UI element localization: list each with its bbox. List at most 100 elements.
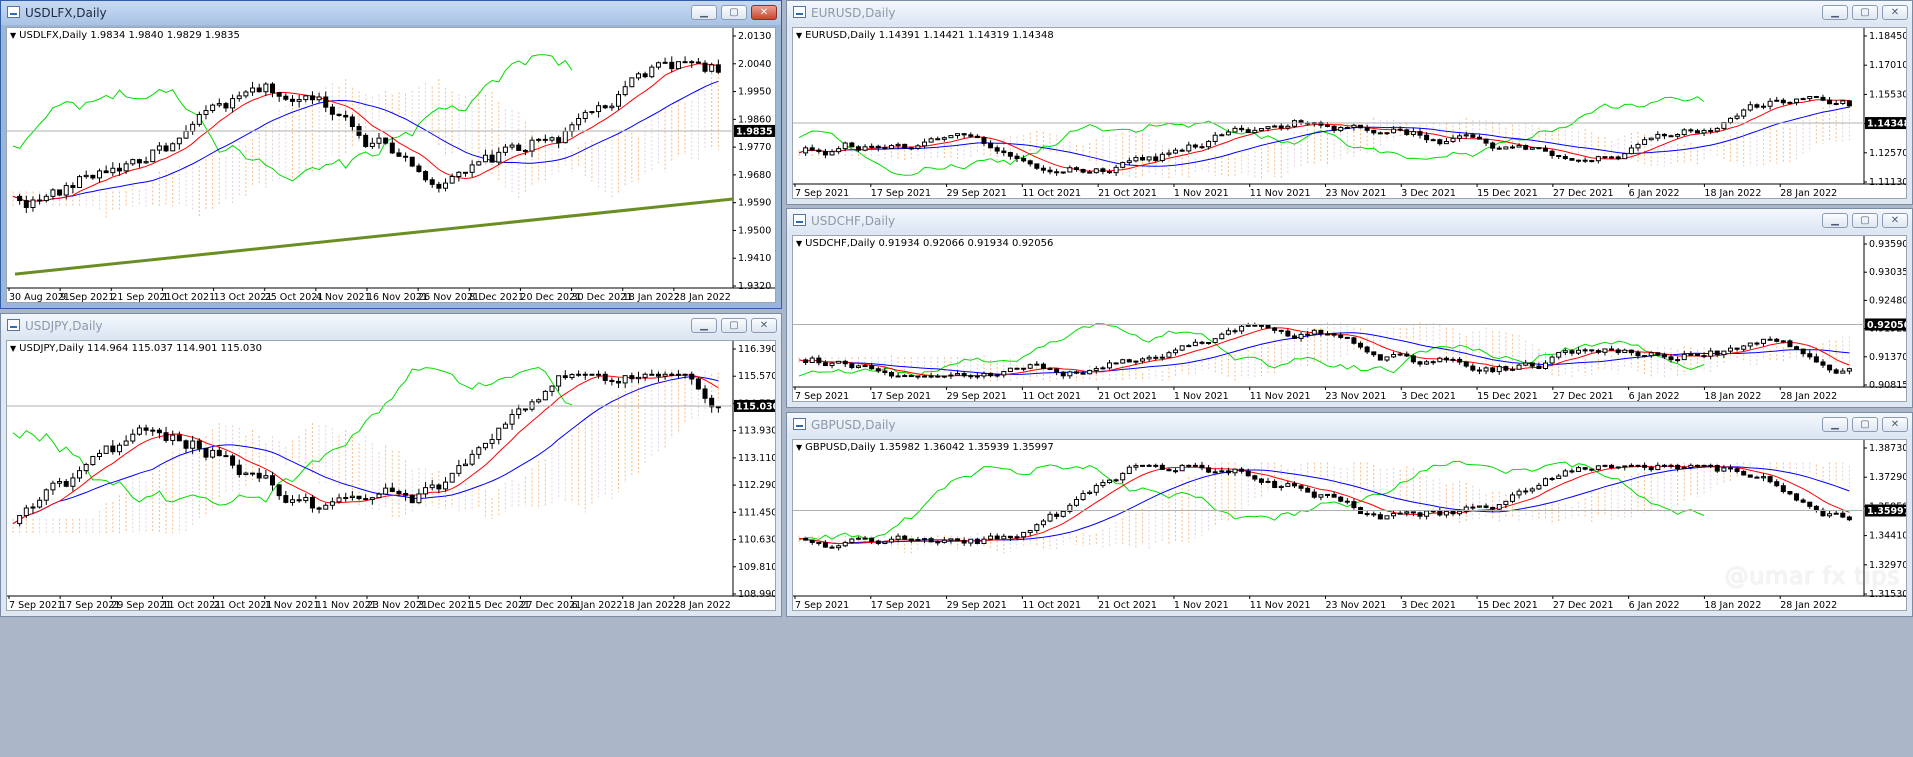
collapse-triangle-icon[interactable]: ▼ [796, 239, 803, 248]
date-label: 17 Sep 2021 [871, 391, 931, 402]
price-chart[interactable]: 1.387301.372901.358501.344101.329701.315… [793, 440, 1907, 611]
chart-window-gbpusd[interactable]: GBPUSD,Daily ▁ ▢ ✕ 1.387301.372901.35850… [786, 412, 1913, 617]
chart-window-usdlfx[interactable]: USDLFX,Daily ▁ ▢ ✕ 2.0130 2.0040 1.9950 1.9… [0, 0, 782, 309]
chart-window-icon [793, 214, 806, 226]
chikou-span-line [798, 460, 1705, 541]
date-label: 15 Dec 2021 [1477, 188, 1538, 199]
date-label: 3 Dec 2021 [1401, 600, 1456, 611]
chart-plot-area[interactable]: 0.935900.930350.924800.919250.913700.908… [792, 235, 1907, 402]
window-title: EURUSD,Daily [811, 6, 896, 20]
candles [803, 322, 1852, 380]
chikou-span-line [12, 366, 573, 506]
price-label: 116.390 [738, 344, 776, 355]
date-label: 29 Sep 2021 [947, 391, 1007, 402]
price-label: 1.9500 [738, 225, 771, 236]
date-label: 6 Jan 2022 [1629, 600, 1680, 611]
close-button[interactable]: ✕ [751, 5, 777, 20]
price-label: 0.92480 [1869, 295, 1907, 306]
date-label: 23 Nov 2021 [1326, 600, 1387, 611]
collapse-triangle-icon[interactable]: ▼ [796, 443, 803, 452]
minimize-button[interactable]: ▁ [1822, 417, 1848, 432]
date-label: 7 Sep 2021 [795, 188, 849, 199]
ichimoku-cloud [798, 98, 1850, 179]
window-title: USDLFX,Daily [25, 6, 107, 20]
maximize-button[interactable]: ▢ [1852, 213, 1878, 228]
collapse-triangle-icon[interactable]: ▼ [10, 31, 17, 40]
close-button[interactable]: ✕ [1882, 417, 1908, 432]
maximize-icon: ▢ [729, 6, 739, 18]
chart-plot-area[interactable]: 1.184501.170101.155301.140901.125701.111… [792, 27, 1907, 199]
close-button[interactable]: ✕ [1882, 5, 1908, 20]
date-label: 3 Dec 2021 [1401, 188, 1456, 199]
chart-plot-area[interactable]: 116.390115.570114.750113.930113.110112.2… [6, 340, 776, 611]
date-label: 18 Jan 2022 [1704, 391, 1761, 402]
current-price-label: 1.9835 [736, 126, 773, 137]
window-titlebar[interactable]: USDJPY,Daily ▁ ▢ ✕ [1, 314, 781, 338]
symbol-header-text: USDLFX,Daily 1.9834 1.9840 1.9829 1.9835 [19, 30, 240, 41]
price-label: 111.450 [738, 507, 776, 518]
minimize-button[interactable]: ▁ [1822, 5, 1848, 20]
collapse-triangle-icon[interactable]: ▼ [10, 344, 17, 353]
date-label: 28 Jan 2022 [674, 600, 731, 611]
price-label: 1.9320 [738, 281, 771, 292]
close-icon: ✕ [759, 319, 769, 331]
current-price-label: 1.14348 [1867, 119, 1907, 130]
price-label: 0.93590 [1869, 239, 1907, 250]
date-label: 28 Jan 2022 [674, 292, 731, 303]
price-chart[interactable]: 116.390115.570114.750113.930113.110112.2… [7, 341, 776, 611]
minimize-button[interactable]: ▁ [1822, 213, 1848, 228]
price-chart[interactable]: 1.184501.170101.155301.140901.125701.111… [793, 28, 1907, 199]
price-label: 0.91370 [1869, 352, 1907, 363]
date-label: 11 Nov 2021 [1250, 600, 1311, 611]
price-chart[interactable]: 0.935900.930350.924800.919250.913700.908… [793, 236, 1907, 402]
minimize-button[interactable]: ▁ [691, 318, 717, 333]
date-label: 29 Sep 2021 [111, 600, 171, 611]
chart-window-eurusd[interactable]: EURUSD,Daily ▁ ▢ ✕ 1.18450 1.17010 1.15530… [786, 0, 1913, 205]
date-label: 30 Dec 2021 [572, 292, 633, 303]
price-label: 1.9590 [738, 198, 771, 209]
date-label: 17 Sep 2021 [60, 600, 120, 611]
price-label: 1.38730 [1869, 443, 1907, 454]
minimize-button[interactable]: ▁ [691, 5, 717, 20]
maximize-button[interactable]: ▢ [1852, 5, 1878, 20]
date-label: 1 Nov 2021 [1174, 600, 1229, 611]
maximize-button[interactable]: ▢ [721, 318, 747, 333]
date-label: 17 Sep 2021 [871, 600, 931, 611]
chart-window-usdchf[interactable]: USDCHF,Daily ▁ ▢ ✕ 0.93590 0.93035 0.92480… [786, 208, 1913, 408]
date-label: 27 Dec 2021 [1553, 391, 1614, 402]
chart-window-usdjpy[interactable]: USDJPY,Daily ▁ ▢ ✕ 116.390115.570114.750… [0, 313, 782, 617]
minimize-icon: ▁ [1831, 6, 1839, 18]
maximize-icon: ▢ [1860, 6, 1870, 18]
symbol-header-text: EURUSD,Daily 1.14391 1.14421 1.14319 1.1… [805, 30, 1054, 41]
symbol-header-text: GBPUSD,Daily 1.35982 1.36042 1.35939 1.3… [805, 442, 1054, 453]
chart-plot-area[interactable]: 2.0130 2.0040 1.9950 1.9860 1.9770 1.9680 1.95… [6, 27, 776, 303]
trendline[interactable] [14, 197, 734, 276]
window-titlebar[interactable]: GBPUSD,Daily ▁ ▢ ✕ [787, 413, 1912, 437]
window-titlebar[interactable]: EURUSD,Daily ▁ ▢ ✕ [787, 1, 1912, 25]
symbol-header-text: USDCHF,Daily 0.91934 0.92066 0.91934 0.9… [805, 238, 1054, 249]
maximize-button[interactable]: ▢ [1852, 417, 1878, 432]
date-label: 11 Nov 2021 [1250, 188, 1311, 199]
watermark-text: @umar fx tips [1724, 562, 1900, 590]
current-price-label: 115.030 [736, 401, 776, 412]
date-label: 27 Dec 2021 [1553, 188, 1614, 199]
window-titlebar[interactable]: USDCHF,Daily ▁ ▢ ✕ [787, 209, 1912, 233]
symbol-header: ▼ USDJPY,Daily 114.964 115.037 114.901 11… [10, 343, 262, 354]
close-button[interactable]: ✕ [751, 318, 777, 333]
price-label: 0.93035 [1869, 267, 1907, 278]
close-button[interactable]: ✕ [1882, 213, 1908, 228]
date-label: 15 Dec 2021 [1477, 391, 1538, 402]
collapse-triangle-icon[interactable]: ▼ [796, 31, 803, 40]
window-titlebar[interactable]: USDLFX,Daily ▁ ▢ ✕ [1, 1, 781, 25]
tenkan-sen-line [12, 63, 719, 203]
date-label: 6 Jan 2022 [1629, 391, 1680, 402]
date-label: 21 Oct 2021 [214, 600, 273, 611]
kijun-sen-line [12, 80, 719, 203]
price-label: 1.37290 [1869, 472, 1907, 483]
price-chart[interactable]: 2.0130 2.0040 1.9950 1.9860 1.9770 1.9680 1.95… [7, 28, 776, 303]
date-label: 8 Dec 2021 [469, 292, 524, 303]
maximize-icon: ▢ [1860, 418, 1870, 430]
maximize-button[interactable]: ▢ [721, 5, 747, 20]
chart-plot-area[interactable]: 1.387301.372901.358501.344101.329701.315… [792, 439, 1907, 611]
date-label: 18 Jan 2022 [623, 292, 680, 303]
